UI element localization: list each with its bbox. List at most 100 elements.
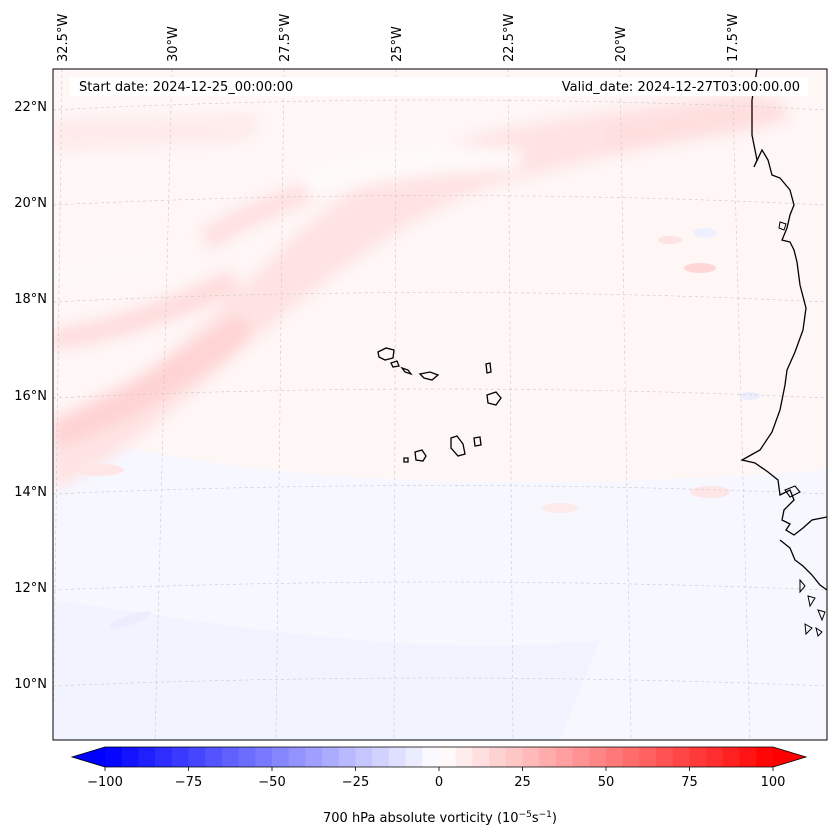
colorbar-segment bbox=[689, 747, 707, 767]
colorbar-tick-label: −100 bbox=[87, 775, 123, 790]
map-panel: Start date: 2024-12-25_00:00:00 Valid_da… bbox=[52, 68, 828, 741]
longitude-gridline bbox=[393, 69, 397, 740]
colorbar-segment bbox=[589, 747, 607, 767]
colorbar-segment bbox=[355, 747, 373, 767]
colorbar-tick-label: 25 bbox=[514, 775, 531, 790]
colorbar-segment bbox=[405, 747, 423, 767]
colorbar-extend-min bbox=[72, 747, 105, 767]
island-brava bbox=[403, 457, 409, 463]
colorbar-label: 700 hPa absolute vorticity (10−5s−1) bbox=[323, 810, 557, 826]
positive-vorticity-cell bbox=[690, 486, 730, 498]
longitude-gridline bbox=[731, 69, 751, 740]
colorbar-segment bbox=[622, 747, 640, 767]
colorbar-tick-label: 50 bbox=[598, 775, 615, 790]
longitude-gridline bbox=[154, 69, 173, 740]
island-boa-vista bbox=[486, 391, 502, 406]
near-zero-area bbox=[300, 146, 520, 200]
colorbar-segment bbox=[756, 747, 774, 767]
island-maio bbox=[473, 436, 482, 447]
island-sao-vicente bbox=[390, 360, 400, 368]
colorbar-segment bbox=[722, 747, 740, 767]
near-zero-area bbox=[53, 250, 165, 285]
colorbar-segment bbox=[505, 747, 523, 767]
colorbar-segment bbox=[422, 747, 440, 767]
lat-label: 20°N bbox=[14, 196, 47, 211]
cape-verde-islands bbox=[377, 347, 502, 463]
map-frame bbox=[52, 68, 828, 741]
island-sal bbox=[485, 362, 492, 374]
lon-label: 22.5°W bbox=[502, 14, 517, 62]
colorbar-segment bbox=[388, 747, 406, 767]
island-santiago bbox=[450, 435, 466, 457]
lon-label: 32.5°W bbox=[56, 14, 71, 62]
colorbar-tick-label: 75 bbox=[681, 775, 698, 790]
lon-label: 20°W bbox=[614, 26, 629, 62]
colorbar-segment bbox=[338, 747, 356, 767]
colorbar-segments bbox=[105, 747, 774, 767]
negative-vorticity-cell bbox=[693, 228, 717, 238]
colorbar-segment bbox=[606, 747, 624, 767]
colorbar-segment bbox=[739, 747, 757, 767]
info-box bbox=[70, 77, 808, 96]
colorbar-segment bbox=[455, 747, 473, 767]
latitude-labels: 22°N 20°N 18°N 16°N 14°N 12°N 10°N bbox=[14, 100, 47, 692]
colorbar-tick-label: −75 bbox=[175, 775, 202, 790]
lat-label: 14°N bbox=[14, 485, 47, 500]
latitude-gridline bbox=[53, 195, 827, 206]
longitude-gridline bbox=[507, 69, 514, 740]
positive-vorticity-band bbox=[600, 100, 790, 150]
latitude-gridline bbox=[53, 581, 827, 591]
longitude-gridline bbox=[619, 69, 632, 740]
colorbar-segment bbox=[322, 747, 340, 767]
colorbar-segment bbox=[639, 747, 657, 767]
lat-label: 10°N bbox=[14, 677, 47, 692]
colorbar-tick-label: 0 bbox=[435, 775, 443, 790]
longitude-gridline bbox=[53, 69, 63, 740]
colorbar-segment bbox=[539, 747, 557, 767]
colorbar-segment bbox=[255, 747, 273, 767]
negative-vorticity-area bbox=[53, 600, 600, 740]
colorbar-segment bbox=[138, 747, 156, 767]
west-africa-coastline bbox=[740, 69, 827, 536]
lon-label: 30°W bbox=[166, 26, 181, 62]
positive-vorticity-cell bbox=[542, 503, 578, 513]
positive-vorticity-cell bbox=[658, 236, 682, 244]
colorbar-segment bbox=[171, 747, 189, 767]
colorbar-segment bbox=[288, 747, 306, 767]
colorbar-tick-label: −50 bbox=[258, 775, 285, 790]
positive-vorticity-band bbox=[53, 115, 260, 150]
gridlines bbox=[53, 69, 827, 740]
senegal-offshore-island bbox=[778, 221, 787, 231]
coastal-islands bbox=[799, 578, 826, 637]
colorbar-segment bbox=[155, 747, 173, 767]
colorbar-segment bbox=[706, 747, 724, 767]
lon-label: 17.5°W bbox=[726, 14, 741, 62]
longitude-gridline bbox=[275, 69, 285, 740]
colorbar-extend-max bbox=[773, 747, 806, 767]
colorbar-segment bbox=[572, 747, 590, 767]
valid-date-label: Valid_date: 2024-12-27T03:00:00.00 bbox=[562, 80, 800, 95]
start-date-label: Start date: 2024-12-25_00:00:00 bbox=[79, 80, 293, 95]
colorbar-segment bbox=[205, 747, 223, 767]
colorbar-segment bbox=[188, 747, 206, 767]
colorbar-segment bbox=[238, 747, 256, 767]
colorbar-segment bbox=[472, 747, 490, 767]
vorticity-field bbox=[53, 69, 827, 740]
colorbar-segment bbox=[672, 747, 690, 767]
latitude-gridline bbox=[53, 99, 827, 111]
colorbar: −100 −75 −50 −25 0 25 50 75 100 700 hPa absolute… bbox=[70, 746, 808, 826]
lat-label: 16°N bbox=[14, 389, 47, 404]
guinea-bissau-coastline bbox=[779, 539, 827, 591]
lat-label: 12°N bbox=[14, 581, 47, 596]
colorbar-tick-label: 100 bbox=[761, 775, 786, 790]
colorbar-segment bbox=[489, 747, 507, 767]
lon-label: 25°W bbox=[390, 26, 405, 62]
island-fogo bbox=[414, 449, 427, 462]
longitude-labels: 32.5°W 30°W 27.5°W 25°W 22.5°W 20°W 17.5… bbox=[56, 14, 741, 62]
lon-label: 27.5°W bbox=[278, 14, 293, 62]
island-santo-antao bbox=[377, 347, 395, 361]
positive-vorticity-cell bbox=[76, 464, 124, 476]
lat-label: 18°N bbox=[14, 292, 47, 307]
colorbar-segment bbox=[656, 747, 674, 767]
latitude-gridline bbox=[53, 677, 827, 687]
